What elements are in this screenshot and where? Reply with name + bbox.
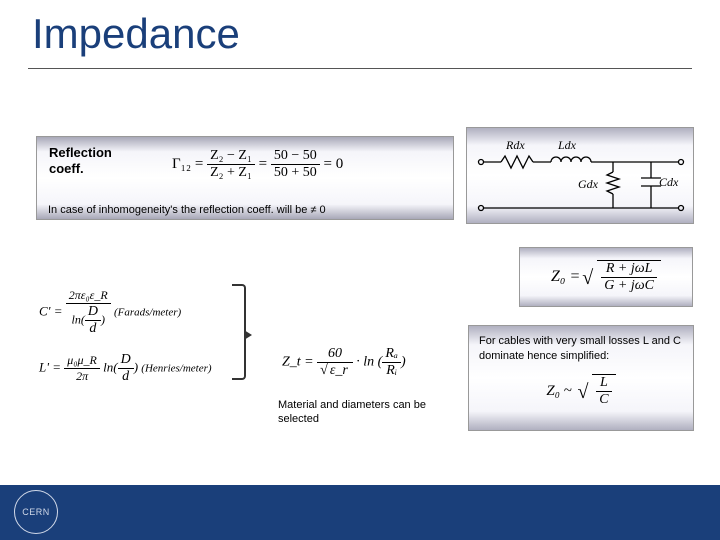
c-equation: C' = 2πε₀ε_R ln(Dd) (Farads/meter): [39, 288, 181, 337]
brace-bracket: [232, 284, 246, 380]
material-note: Material and diameters can be selected: [278, 398, 438, 427]
z0-lhs: Z₀ =: [551, 268, 580, 286]
l-label: Ldx: [557, 138, 577, 152]
reflection-label-line1: Reflection: [49, 145, 112, 160]
gamma-frac1: Z₂ − Z₁ Z₂ + Z₁: [207, 148, 255, 181]
sqrt-icon: R + jωL G + jωC: [580, 260, 661, 294]
reflection-equation: Γ₁₂ = Z₂ − Z₁ Z₂ + Z₁ = 50 − 50 50 + 50 …: [172, 148, 343, 181]
gamma-frac2: 50 − 50 50 + 50: [271, 148, 320, 181]
c-unit: (Farads/meter): [114, 306, 181, 318]
r-label: Rdx: [505, 138, 525, 152]
c-label: Cdx: [659, 175, 679, 189]
circuit-diagram: Rdx Ldx Gdx Cdx: [466, 127, 694, 224]
reflection-label-line2: coeff.: [49, 161, 84, 176]
title-underline: [28, 68, 692, 69]
l-equation: L' = μ₀μ_R 2π ln(Dd) (Henries/meter): [39, 352, 212, 385]
l-unit: (Henries/meter): [141, 362, 211, 374]
footer-bar: CERN: [0, 485, 720, 540]
z0-frac: R + jωL G + jωC: [601, 261, 657, 294]
simplified-box: For cables with very small losses L and …: [468, 325, 694, 431]
simplified-equation: Z₀ ~ L C: [479, 374, 683, 408]
gamma-result: = 0: [323, 156, 343, 172]
page-title: Impedance: [32, 10, 240, 58]
circuit-svg: Rdx Ldx Gdx Cdx: [473, 134, 689, 219]
sqrt-icon-2: L C: [576, 374, 616, 408]
cern-logo: CERN: [14, 490, 58, 534]
g-label: Gdx: [578, 177, 599, 191]
simplified-text: For cables with very small losses L and …: [479, 334, 683, 364]
gamma-lhs: Γ₁₂ =: [172, 156, 203, 172]
inhomogeneity-note: In case of inhomogeneity's the reflectio…: [48, 204, 326, 216]
z0-box: Z₀ = R + jωL G + jωC: [519, 247, 693, 307]
zt-equation: Z_t = 60 √ε_r · ln (RₐRᵢ): [282, 346, 406, 379]
